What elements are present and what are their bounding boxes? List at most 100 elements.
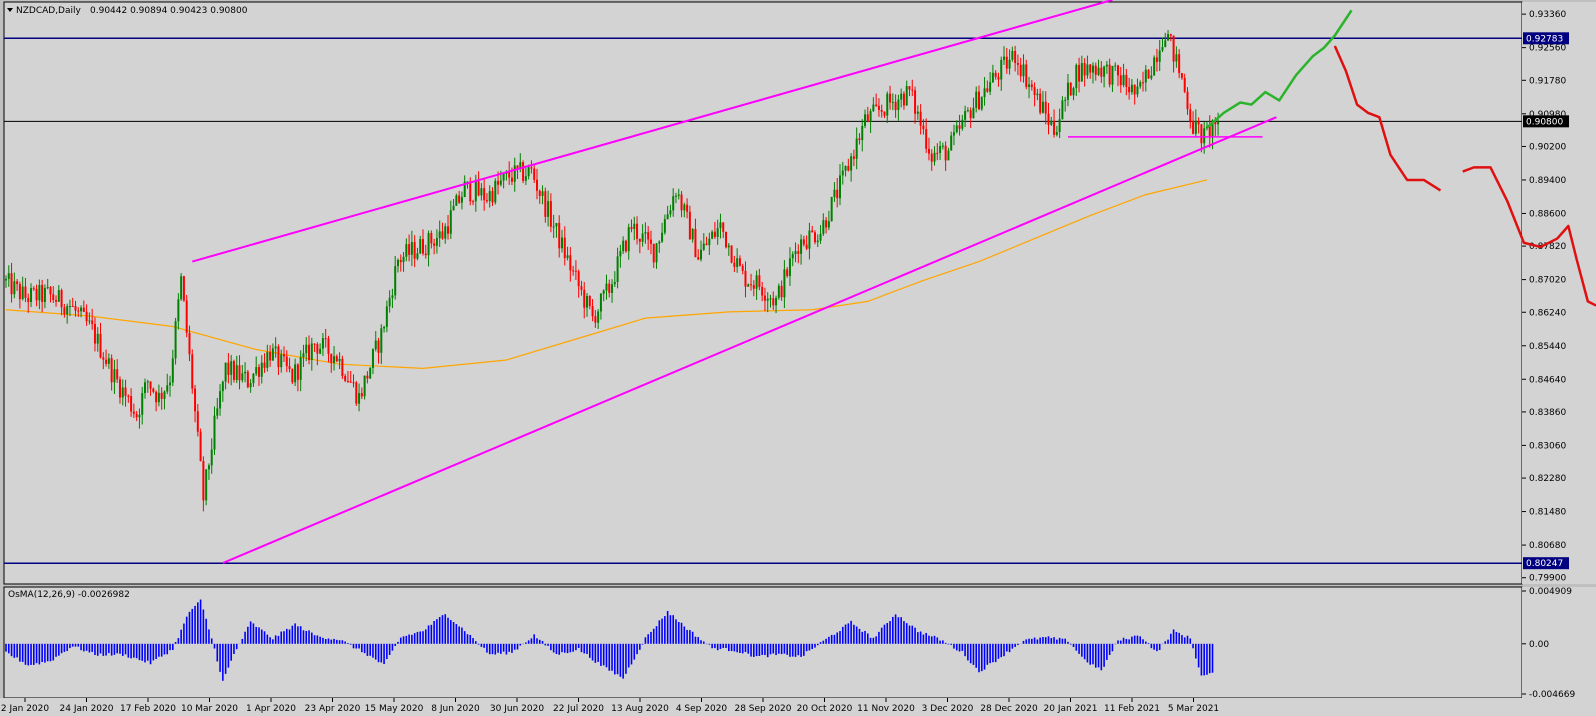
- candle-body: [146, 381, 149, 383]
- candle-body: [813, 232, 816, 243]
- candle-body: [763, 295, 766, 301]
- candle-body: [566, 255, 569, 259]
- candle-body: [808, 230, 811, 249]
- candle-body: [1180, 73, 1183, 78]
- candle-body: [1192, 121, 1195, 134]
- candle-body: [177, 299, 180, 322]
- candle-body: [316, 344, 319, 354]
- candle-body: [344, 375, 347, 381]
- price-axis-ticks: 0.93360 0.92560 0.91780 0.90980 0.90200 0.894…: [1522, 10, 1566, 584]
- candle-body: [741, 265, 744, 271]
- candle-body: [858, 138, 861, 141]
- candle-body: [1039, 93, 1042, 113]
- candle-body: [485, 200, 488, 202]
- price-tick-label: 0.88600: [1529, 209, 1566, 219]
- candle-body: [752, 285, 755, 289]
- candle-body: [947, 150, 950, 161]
- candle-body: [474, 181, 477, 202]
- candle-body: [683, 204, 686, 211]
- candle-body: [733, 262, 736, 267]
- candle-body: [1100, 67, 1103, 77]
- candle-body: [169, 382, 172, 386]
- candle-body: [194, 388, 197, 412]
- candle-body: [1003, 56, 1006, 60]
- candle-body: [686, 204, 689, 212]
- date-tick-label: 28 Sep 2020: [734, 704, 791, 714]
- candle-body: [816, 240, 819, 243]
- candle-body: [371, 349, 374, 368]
- candle-body: [369, 367, 372, 379]
- candle-body: [891, 101, 894, 103]
- candle-body: [107, 358, 110, 364]
- candle-body: [608, 283, 611, 293]
- candle-body: [744, 270, 747, 287]
- candle-body: [1183, 77, 1186, 92]
- candle-body: [747, 284, 750, 287]
- price-tag-label: 0.92783: [1526, 34, 1563, 44]
- candle-body: [991, 72, 994, 83]
- candle-body: [591, 306, 594, 317]
- candle-body: [166, 385, 169, 392]
- candle-body: [1169, 34, 1172, 36]
- candle-body: [983, 88, 986, 98]
- candle-body: [719, 222, 722, 229]
- price-tag-label: 0.90800: [1526, 117, 1563, 127]
- candle-body: [1072, 88, 1075, 96]
- candle-body: [274, 346, 277, 349]
- candle-body: [93, 323, 96, 344]
- candle-body: [547, 201, 550, 217]
- candle-body: [96, 333, 99, 344]
- candle-body: [188, 332, 191, 355]
- candle-body: [927, 148, 930, 154]
- osma-tick-label: -0.004669: [1529, 690, 1575, 700]
- price-tick-label: 0.93360: [1529, 10, 1566, 20]
- candle-body: [989, 82, 992, 92]
- candle-body: [666, 214, 669, 220]
- candle-body: [1094, 65, 1097, 75]
- candle-body: [32, 288, 35, 290]
- candle-body: [333, 356, 336, 363]
- candle-body: [636, 223, 639, 239]
- date-tick-label: 24 Jan 2020: [60, 704, 114, 714]
- candle-body: [1058, 119, 1061, 133]
- candle-body: [155, 391, 158, 403]
- date-tick-label: 15 May 2020: [365, 704, 424, 714]
- candle-body: [827, 221, 830, 228]
- candle-body: [7, 273, 10, 279]
- candle-body: [174, 321, 177, 359]
- candle-body: [308, 344, 311, 361]
- candle-body: [221, 381, 224, 392]
- moving-average: [5, 179, 1208, 369]
- candle-body: [391, 295, 394, 298]
- candle-body: [5, 278, 7, 281]
- price-tick-label: 0.90980: [1529, 110, 1566, 120]
- candle-body: [524, 176, 527, 181]
- candle-body: [986, 88, 989, 92]
- candle-body: [1105, 64, 1108, 67]
- candle-body: [21, 286, 24, 300]
- trend-channel[interactable]: [191, 0, 1277, 564]
- price-tag-label: 0.80247: [1526, 559, 1563, 569]
- candle-body: [1136, 86, 1139, 95]
- channel-line: [191, 0, 1113, 263]
- candle-body: [321, 338, 324, 349]
- candle-body: [502, 173, 505, 181]
- chart-menu-triangle-icon[interactable]: [7, 8, 13, 12]
- candle-body: [438, 231, 441, 239]
- candle-body: [972, 107, 975, 119]
- candle-body: [544, 191, 547, 217]
- candle-body: [1167, 34, 1170, 41]
- candle-body: [864, 114, 867, 126]
- candle-body: [341, 358, 344, 376]
- candle-body: [385, 306, 388, 327]
- candle-body: [499, 180, 502, 185]
- candle-body: [613, 281, 616, 285]
- osma-panel[interactable]: [3, 586, 1523, 699]
- candle-body: [997, 76, 1000, 80]
- candle-body: [199, 431, 202, 462]
- candle-body: [1147, 69, 1150, 79]
- candle-body: [430, 233, 433, 244]
- candle-body: [766, 298, 769, 301]
- candle-body: [60, 290, 63, 308]
